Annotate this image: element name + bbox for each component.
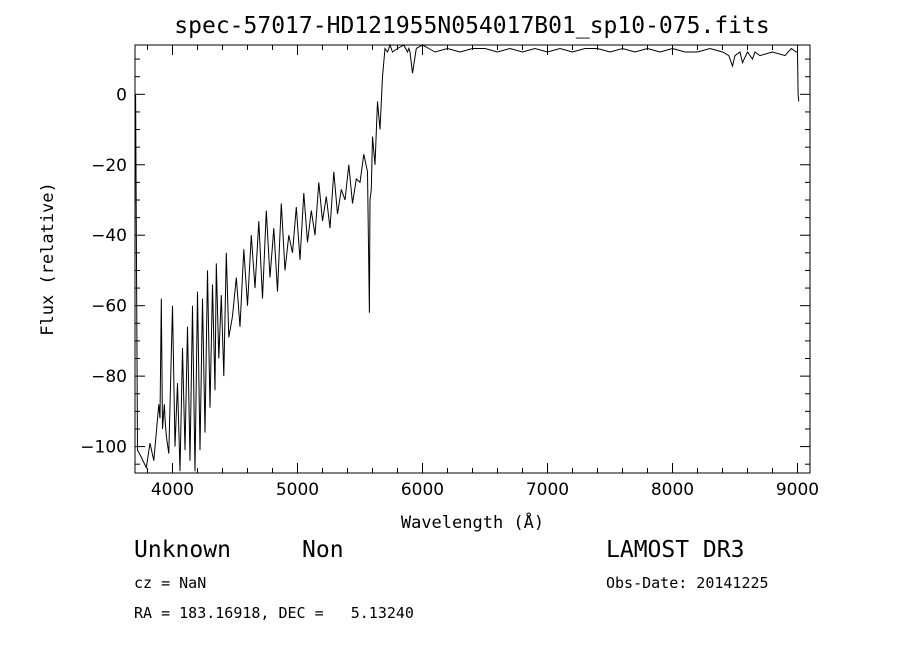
x-tick-label: 7000: [526, 480, 569, 500]
redshift-value: cz = NaN: [134, 574, 207, 592]
x-tick-label: 6000: [401, 480, 444, 500]
y-tick-label: −60: [91, 297, 127, 317]
y-axis-label: Flux (relative): [38, 182, 58, 336]
chart-title: spec-57017-HD121955N054017B01_sp10-075.f…: [174, 13, 769, 39]
x-tick-label: 5000: [276, 480, 319, 500]
survey-label: LAMOST DR3: [606, 537, 745, 563]
spectrum-line-0: [134, 43, 800, 472]
observation-date: Obs-Date: 20141225: [606, 574, 769, 592]
y-tick-label: −80: [91, 367, 127, 387]
y-tick-label: −40: [91, 226, 127, 246]
y-tick-label: −100: [80, 438, 127, 458]
x-tick-label: 8000: [651, 480, 694, 500]
object-subclass: Non: [302, 537, 344, 563]
y-tick-label: −20: [91, 156, 127, 176]
x-tick-label: 4000: [151, 480, 194, 500]
x-axis-label: Wavelength (Å): [401, 511, 544, 533]
object-class: Unknown: [134, 537, 231, 563]
plot-frame: [134, 44, 811, 474]
y-tick-label: 0: [116, 85, 127, 105]
coordinates: RA = 183.16918, DEC = 5.13240: [134, 604, 414, 622]
x-tick-label: 9000: [776, 480, 819, 500]
